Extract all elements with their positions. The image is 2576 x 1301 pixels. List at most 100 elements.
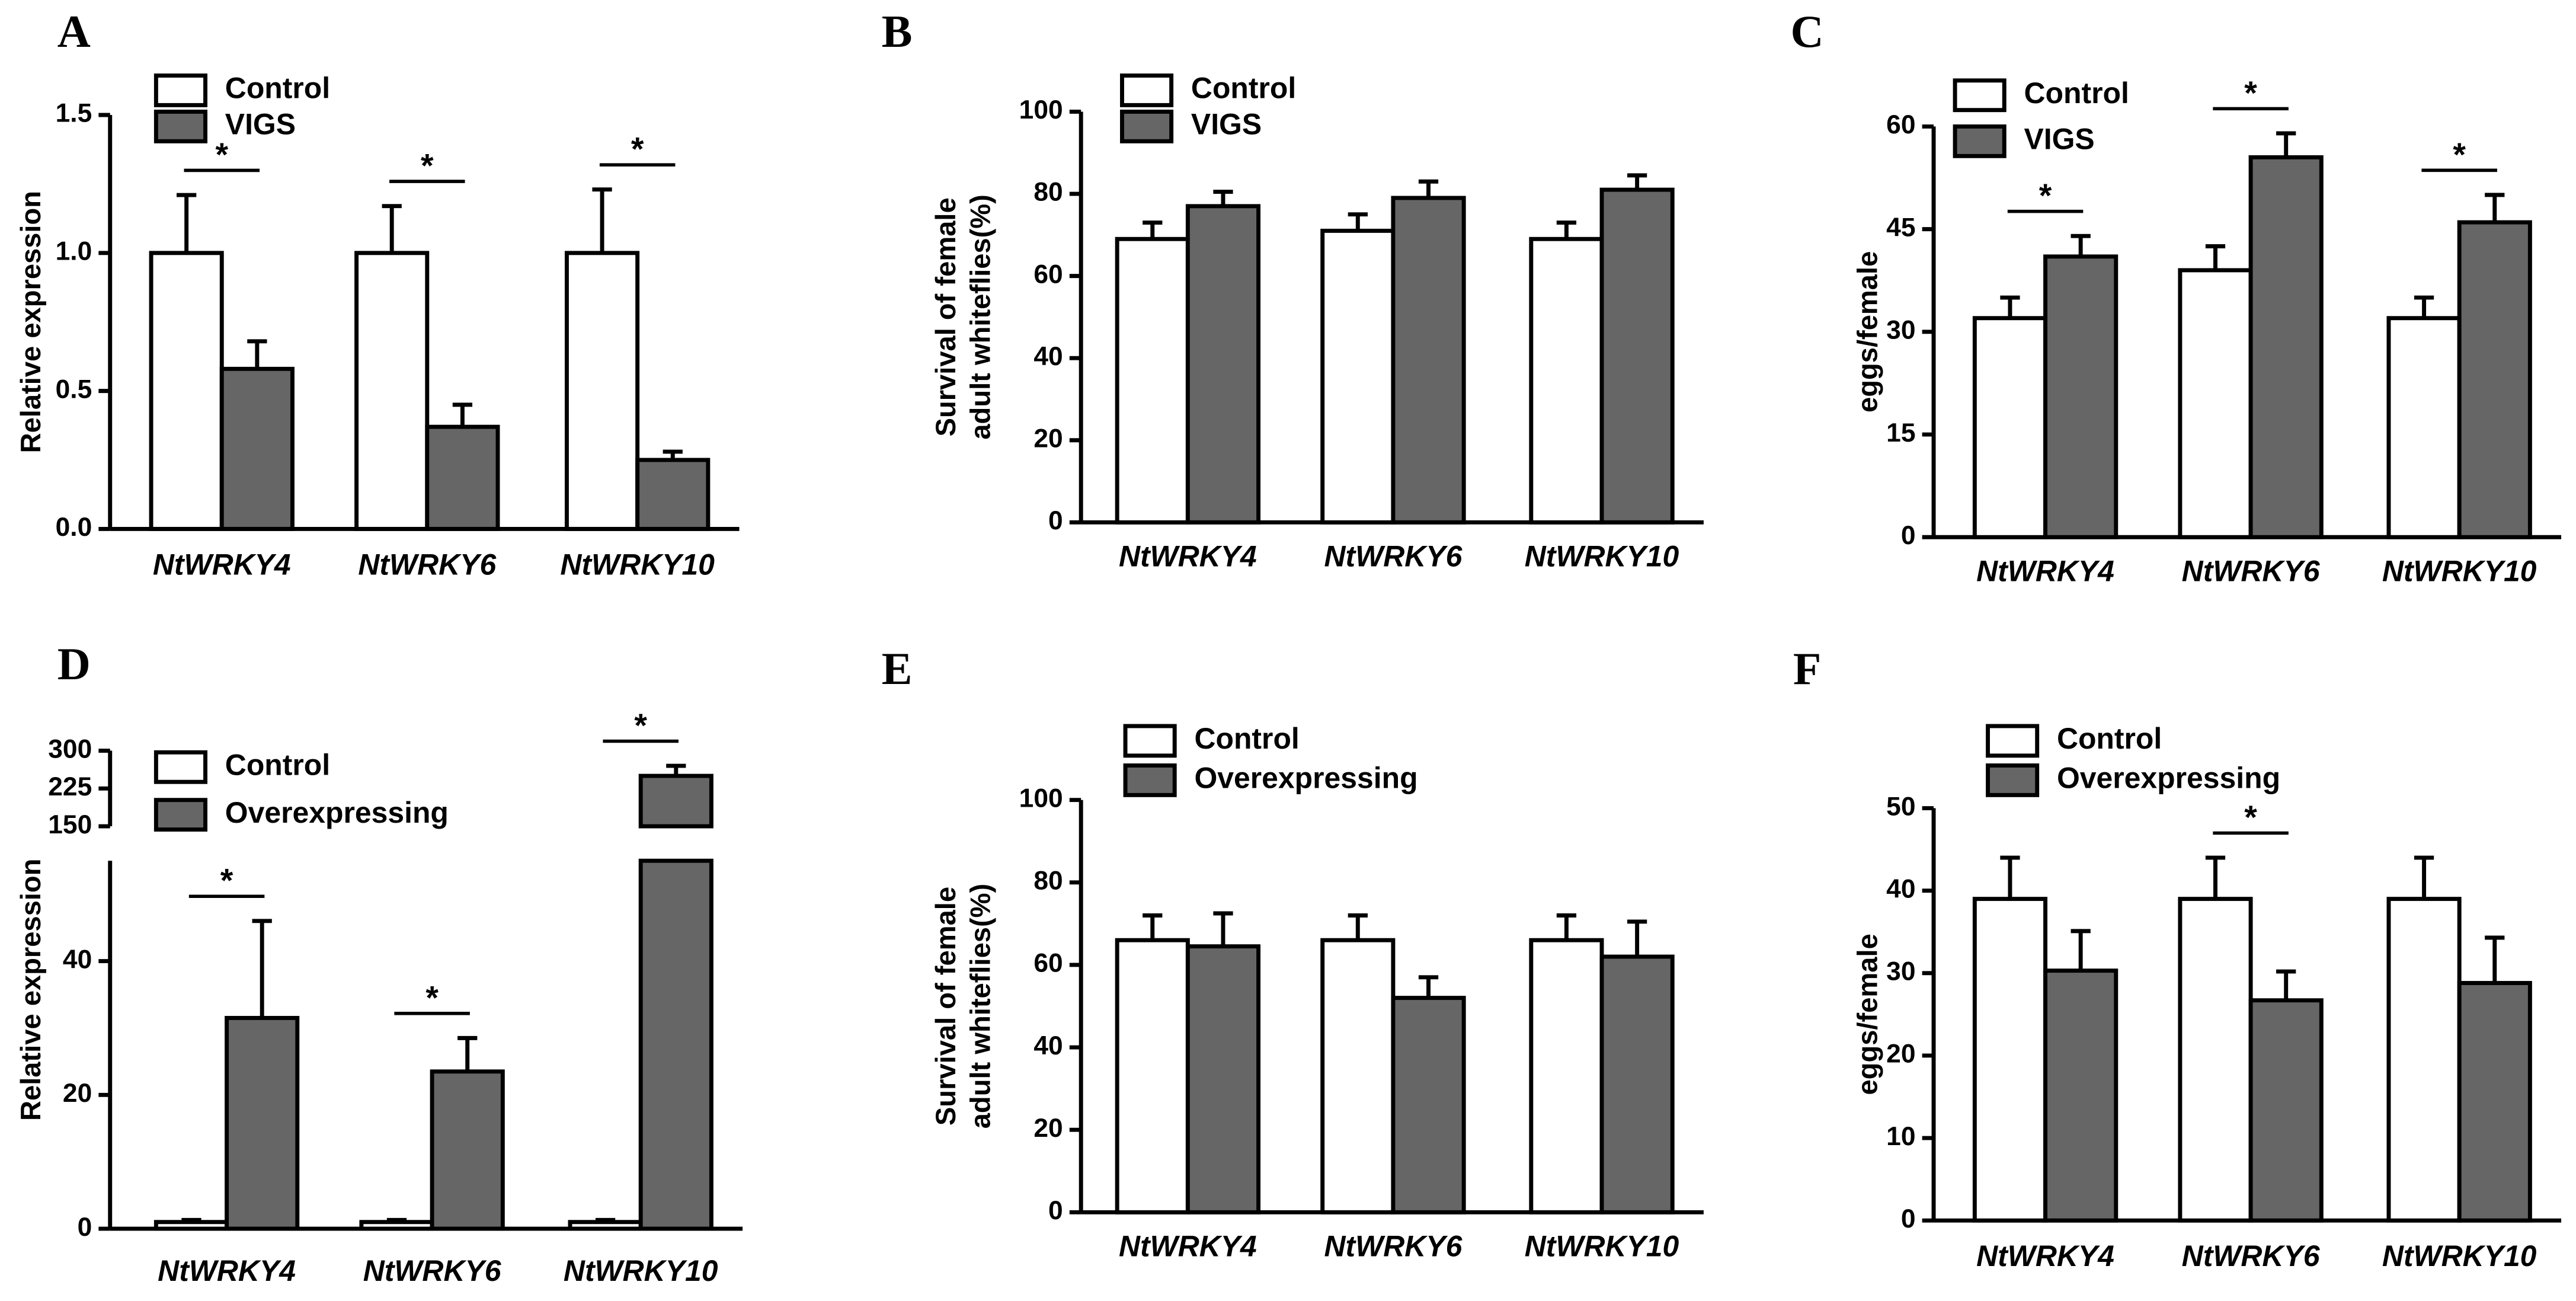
legend-label: Overexpressing [1194, 762, 1417, 795]
x-tick-label: NtWRKY6 [1324, 539, 1463, 573]
bar [1320, 938, 1396, 1214]
y-axis-label: Survival of female [930, 887, 961, 1126]
error-bar [592, 187, 612, 253]
legend-swatch [153, 73, 208, 107]
x-tick-label: NtWRKY10 [1525, 1229, 1679, 1262]
error-bar [2071, 234, 2091, 257]
legend-label: Control [225, 72, 330, 105]
legend-label: Overexpressing [2057, 762, 2280, 795]
y-axis-label: eggs/female [1851, 251, 1883, 413]
y-axis-label: Survival of female [930, 197, 961, 436]
y-tick-label: 20 [1033, 1114, 1063, 1143]
y-tick-label: 300 [48, 734, 92, 763]
legend-swatch [153, 750, 208, 784]
y-axis-label: adult whiteflies(%) [964, 194, 996, 439]
error-bar [663, 449, 683, 461]
error-bar [2205, 855, 2226, 899]
bar [1599, 954, 1675, 1214]
error-bar [1556, 913, 1577, 941]
x-tick-label: NtWRKY6 [1324, 1229, 1463, 1262]
significance-star: * [421, 148, 434, 184]
x-tick-label: NtWRKY10 [560, 548, 715, 581]
legend-swatch [1953, 124, 2007, 158]
error-bar [2000, 295, 2020, 318]
legend-label: Control [2024, 76, 2129, 110]
bar [1599, 187, 1675, 525]
error-bar [2276, 969, 2296, 1000]
legend-label: VIGS [225, 108, 296, 141]
bar [1115, 236, 1190, 525]
error-bar [1348, 913, 1368, 941]
y-axis-label: Relative expression [15, 859, 46, 1121]
bar [2178, 897, 2253, 1223]
y-axis-label: Relative expression [15, 191, 46, 453]
error-bar [1348, 212, 1368, 231]
significance-star: * [634, 707, 647, 744]
error-bar [2414, 855, 2434, 899]
y-tick-label: 0 [78, 1213, 92, 1242]
bar [1529, 236, 1604, 525]
legend-swatch [1123, 724, 1177, 758]
x-tick-label: NtWRKY4 [1976, 554, 2114, 587]
y-tick-label: 40 [1033, 1031, 1063, 1060]
error-bar [2276, 131, 2296, 158]
y-tick-label: 1.0 [56, 237, 92, 266]
error-bar [2485, 193, 2505, 223]
error-bar [666, 763, 686, 776]
y-tick-label: 15 [1886, 418, 1915, 447]
legend-swatch [153, 798, 208, 832]
y-tick-label: 40 [1886, 874, 1915, 903]
x-tick-label: NtWRKY6 [2182, 1239, 2320, 1273]
x-tick-label: NtWRKY4 [153, 548, 291, 581]
significance-star: * [425, 979, 439, 1016]
bar [1972, 897, 2048, 1223]
x-tick-label: NtWRKY4 [1119, 539, 1257, 573]
bar [1529, 938, 1604, 1214]
bar [2457, 981, 2532, 1223]
error-bar [2000, 855, 2020, 899]
bar [2386, 897, 2462, 1223]
bar-upper [638, 773, 713, 829]
significance-star: * [2244, 799, 2257, 836]
bar [430, 1069, 505, 1231]
significance-star: * [215, 136, 228, 173]
error-bar [2414, 295, 2434, 318]
x-tick-label: NtWRKY10 [564, 1254, 718, 1287]
error-bar [595, 1217, 616, 1222]
legend-swatch [1986, 724, 2040, 758]
y-tick-label: 0 [1048, 1196, 1063, 1225]
y-tick-label: 40 [1033, 342, 1063, 371]
error-bar [2485, 935, 2505, 983]
y-tick-label: 20 [1886, 1040, 1915, 1069]
bar [568, 1220, 643, 1231]
error-bar [1556, 220, 1577, 239]
error-bar [1627, 919, 1647, 957]
bar [149, 251, 224, 531]
y-tick-label: 100 [1019, 784, 1063, 813]
y-tick-label: 60 [1886, 110, 1915, 139]
bar [354, 251, 430, 531]
error-bar [452, 402, 473, 427]
bar [1391, 996, 1466, 1214]
legend-label: Overexpressing [225, 796, 449, 829]
x-tick-label: NtWRKY4 [1119, 1229, 1257, 1262]
x-tick-label: NtWRKY10 [2382, 1239, 2537, 1273]
error-bar [1418, 179, 1439, 198]
x-tick-label: NtWRKY6 [2182, 554, 2320, 587]
y-tick-label: 0 [1901, 521, 1916, 550]
legend-label: Control [2057, 722, 2162, 755]
y-tick-label: 80 [1033, 178, 1063, 207]
y-tick-label: 100 [1019, 95, 1063, 124]
error-bar [1627, 173, 1647, 190]
y-tick-label: 80 [1033, 867, 1063, 896]
bar [2457, 220, 2532, 539]
bar [1185, 944, 1261, 1214]
panel-label: F [1793, 643, 1821, 694]
legend-swatch [1123, 763, 1177, 797]
y-tick-label: 60 [1033, 260, 1063, 289]
y-tick-label: 30 [1886, 316, 1915, 345]
x-tick-label: NtWRKY6 [358, 548, 496, 581]
error-bar [247, 339, 267, 369]
x-tick-label: NtWRKY4 [1976, 1239, 2114, 1273]
